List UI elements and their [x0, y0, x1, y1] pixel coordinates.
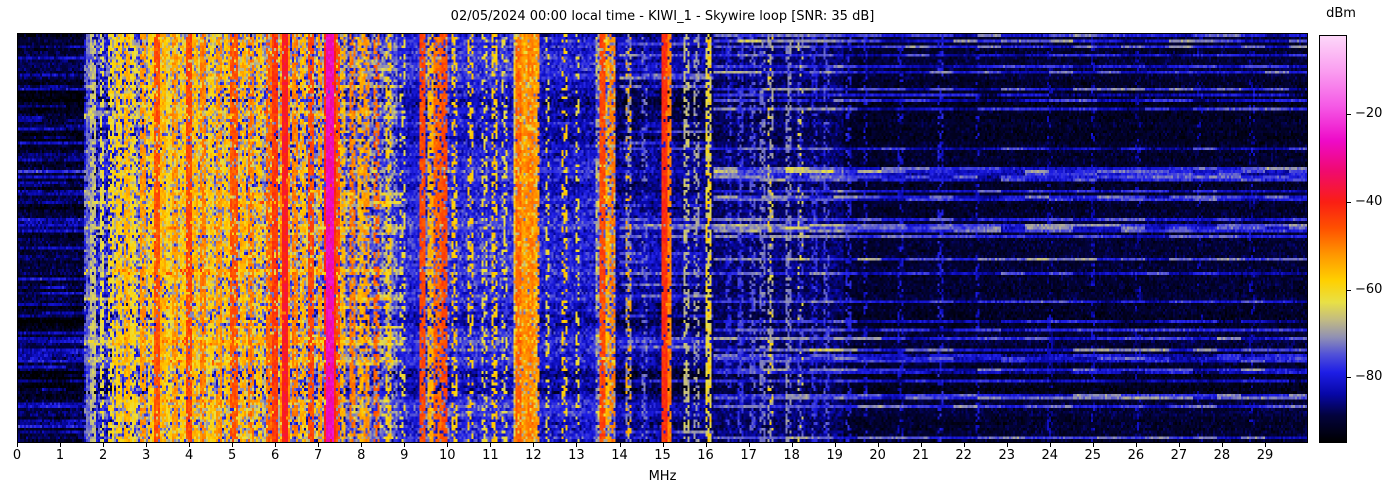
- colorbar-tick-label: −20: [1355, 106, 1383, 121]
- x-tick-label: 8: [357, 448, 366, 463]
- x-tick-mark: [1135, 443, 1137, 447]
- x-tick-label: 15: [654, 448, 671, 463]
- x-tick-mark: [1006, 443, 1008, 447]
- colorbar-tick-label: −80: [1355, 369, 1383, 385]
- x-tick-label: 25: [1084, 448, 1102, 463]
- x-tick-mark: [1221, 443, 1223, 447]
- x-tick-mark: [748, 443, 750, 447]
- x-tick-label: 23: [998, 448, 1016, 463]
- x-tick-label: 13: [568, 448, 585, 463]
- x-tick-label: 24: [1041, 448, 1059, 463]
- x-tick-label: 6: [271, 448, 280, 463]
- x-tick-mark: [533, 443, 535, 447]
- x-tick-label: 4: [184, 448, 194, 463]
- x-tick-label: 21: [912, 448, 929, 463]
- x-tick-mark: [619, 443, 621, 447]
- x-tick-label: 1: [55, 448, 65, 463]
- x-tick-mark: [404, 443, 406, 447]
- x-tick-label: 3: [141, 448, 151, 463]
- plot-area: [17, 33, 1308, 443]
- x-tick-label: 27: [1170, 448, 1188, 463]
- x-axis-label: MHz: [648, 469, 677, 484]
- colorbar-tick-mark: [1347, 201, 1351, 203]
- colorbar-gradient: [1320, 36, 1346, 442]
- x-tick-label: 11: [482, 448, 499, 463]
- chart-title: 02/05/2024 00:00 local time - KIWI_1 - S…: [450, 9, 875, 24]
- x-tick-mark: [17, 443, 18, 447]
- x-tick-mark: [963, 443, 965, 447]
- x-tick-mark: [1092, 443, 1094, 447]
- x-tick-label: 29: [1256, 448, 1274, 463]
- x-tick-label: 18: [783, 448, 800, 463]
- spectrogram-canvas: [18, 34, 1307, 442]
- x-tick-label: 20: [869, 448, 886, 463]
- x-tick-mark: [275, 443, 277, 447]
- x-tick-mark: [1265, 443, 1266, 447]
- x-tick-mark: [834, 443, 836, 447]
- x-tick-mark: [103, 443, 105, 447]
- x-tick-label: 14: [611, 448, 628, 463]
- x-tick-mark: [576, 443, 578, 447]
- colorbar-unit-label: dBm: [1326, 6, 1356, 21]
- colorbar-tick-mark: [1347, 289, 1351, 291]
- x-tick-mark: [1178, 443, 1180, 447]
- x-tick-label: 7: [314, 448, 323, 463]
- x-tick-label: 22: [955, 448, 972, 463]
- x-tick-label: 10: [439, 448, 456, 463]
- x-tick-label: 28: [1213, 448, 1231, 463]
- x-tick-mark: [447, 443, 449, 447]
- x-tick-mark: [189, 443, 191, 447]
- colorbar: [1319, 35, 1347, 443]
- x-tick-label: 2: [98, 448, 108, 463]
- colorbar-tick-label: −40: [1355, 193, 1383, 209]
- x-tick-mark: [60, 443, 61, 447]
- x-tick-mark: [361, 443, 363, 447]
- x-tick-label: 16: [697, 448, 714, 463]
- x-tick-mark: [146, 443, 148, 447]
- x-tick-label: 17: [740, 448, 757, 463]
- colorbar-tick-mark: [1347, 114, 1351, 115]
- x-tick-mark: [318, 443, 320, 447]
- x-tick-mark: [705, 443, 707, 447]
- colorbar-tick-label: −60: [1355, 281, 1383, 297]
- x-tick-mark: [1049, 443, 1051, 447]
- colorbar-tick-mark: [1347, 377, 1351, 379]
- x-tick-mark: [232, 443, 234, 447]
- x-tick-mark: [791, 443, 793, 447]
- x-tick-label: 5: [228, 448, 237, 463]
- x-tick-mark: [490, 443, 492, 447]
- x-tick-label: 9: [400, 448, 409, 463]
- x-tick-mark: [662, 443, 664, 447]
- x-tick-label: 0: [12, 448, 22, 463]
- x-tick-label: 19: [826, 448, 843, 463]
- x-tick-label: 12: [525, 448, 542, 463]
- x-tick-label: 26: [1127, 448, 1145, 463]
- x-tick-mark: [920, 443, 922, 447]
- x-tick-mark: [877, 443, 879, 447]
